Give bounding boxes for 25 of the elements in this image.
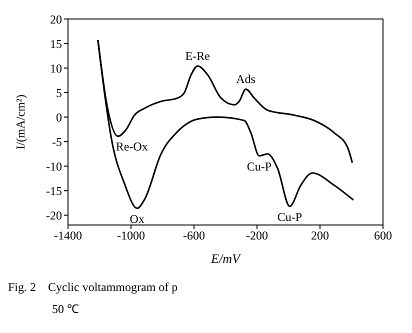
text: 50 ℃ — [51, 301, 80, 318]
annotation: Cu-P — [277, 210, 302, 224]
x-tick-label: -1000 — [117, 228, 145, 243]
y-tick-label: -15 — [46, 184, 62, 198]
annotation: Ads — [236, 72, 256, 86]
annotation: Re-Ox — [116, 140, 148, 154]
y-tick-label: 15 — [50, 36, 62, 51]
x-tick-label: 600 — [374, 228, 392, 243]
caption: Fig. 2 Cyclic voltammogram of p — [8, 279, 179, 296]
x-tick-label: -200 — [246, 228, 268, 243]
annotation: E-Re — [185, 49, 210, 64]
x-tick-label: 200 — [311, 228, 329, 243]
annotation: Cu-P — [246, 159, 272, 174]
x-tick-label: -600 — [183, 228, 205, 243]
y-tick-label: 10 — [50, 61, 62, 76]
y-tick-label: 0 — [56, 110, 62, 124]
x-axis-title: E/mV — [210, 251, 242, 266]
y-tick-label: -10 — [46, 159, 62, 174]
annotation: Ox — [130, 212, 144, 226]
y-tick-label: 20 — [50, 12, 62, 26]
y-tick-label: -5 — [52, 134, 62, 149]
x-tick-label: -1400 — [54, 228, 82, 243]
y-tick-label: 5 — [56, 86, 62, 100]
y-tick-label: -20 — [46, 208, 62, 222]
y-axis-title: I/(mA/cm²) — [13, 94, 28, 150]
